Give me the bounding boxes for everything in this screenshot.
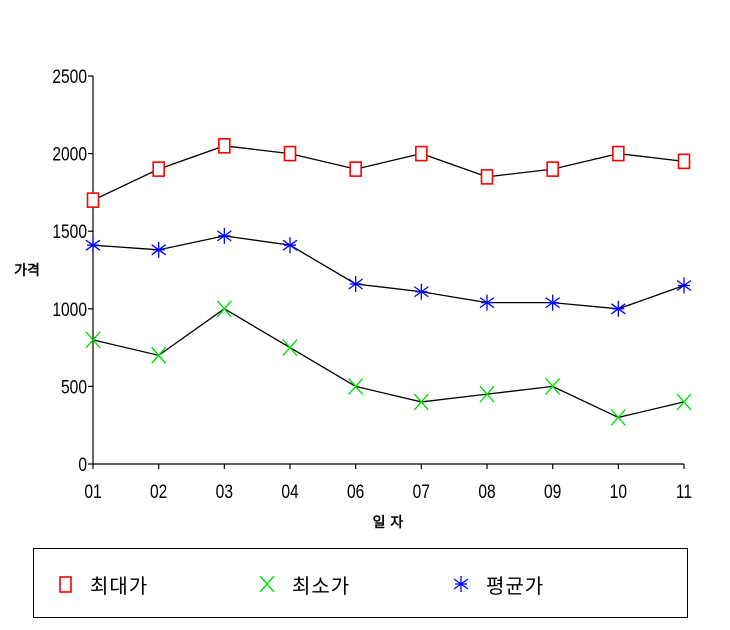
legend: 최대가 최소가 평균가 (33, 548, 688, 618)
x-tick-label: 04 (281, 481, 299, 503)
y-tick-label: 2000 (52, 143, 87, 165)
data-point-min (85, 331, 101, 349)
line-chart: 0 500 1000 1500 2000 2500 01 02 03 04 06 07 08 09 10 11… (14, 66, 692, 531)
data-point-avg (413, 283, 429, 300)
data-point-min (282, 339, 298, 357)
x-tick-label: 11 (676, 481, 692, 503)
data-point-avg (479, 294, 495, 311)
legend-label-max: 최대가 (90, 573, 149, 598)
x-tick-label: 08 (478, 481, 495, 503)
data-point-avg (610, 300, 626, 317)
data-point-avg (216, 227, 232, 244)
legend-item-min: 최소가 (256, 571, 351, 598)
data-point-min (676, 393, 692, 411)
legend-item-max: 최대가 (54, 571, 149, 598)
x-tick-label: 01 (84, 481, 101, 503)
data-point-max (152, 161, 165, 177)
legend-square-marker-icon (59, 576, 72, 593)
data-point-max (283, 145, 297, 162)
x-tick-label: 02 (150, 481, 167, 503)
data-point-avg (151, 241, 167, 258)
data-point-max (480, 169, 494, 185)
y-tick-label: 1000 (52, 298, 87, 320)
legend-item-avg: 평균가 (450, 571, 545, 598)
data-point-max (86, 192, 100, 208)
data-point-avg (282, 237, 298, 254)
y-tick-label: 2500 (52, 66, 87, 88)
data-point-avg (545, 294, 561, 311)
data-point-max (612, 145, 625, 162)
legend-star-marker-icon (453, 576, 469, 592)
data-point-max (349, 161, 362, 177)
data-point-avg (348, 275, 364, 292)
data-point-min (216, 300, 232, 318)
data-point-avg (676, 277, 692, 294)
x-tick-label: 06 (347, 481, 364, 503)
x-tick-label: 07 (413, 481, 430, 503)
legend-label-avg: 평균가 (486, 573, 545, 598)
data-point-min (545, 377, 561, 395)
series-line-1 (92, 308, 685, 419)
x-tick-label: 10 (610, 481, 627, 503)
x-axis-title: 일 자 (373, 515, 404, 531)
data-point-min (348, 377, 364, 395)
data-point-max (415, 145, 428, 162)
y-tick-label: 500 (61, 376, 87, 398)
series-line-0 (92, 145, 685, 201)
data-point-max (677, 153, 691, 170)
x-tick-label: 09 (544, 481, 561, 503)
data-point-max (546, 161, 559, 177)
legend-label-min: 최소가 (292, 573, 351, 598)
y-tick-label: 0 (78, 454, 87, 476)
data-point-min (610, 408, 626, 426)
data-point-min (151, 346, 167, 364)
y-tick-label: 1500 (52, 221, 87, 243)
series-line-2 (92, 235, 685, 310)
data-point-avg (85, 237, 101, 254)
data-point-min (479, 385, 495, 403)
legend-x-marker-icon (259, 575, 275, 593)
x-tick-label: 03 (216, 481, 233, 503)
data-point-max (218, 138, 231, 154)
y-axis-title: 가격 (14, 262, 40, 279)
data-point-min (413, 393, 429, 411)
